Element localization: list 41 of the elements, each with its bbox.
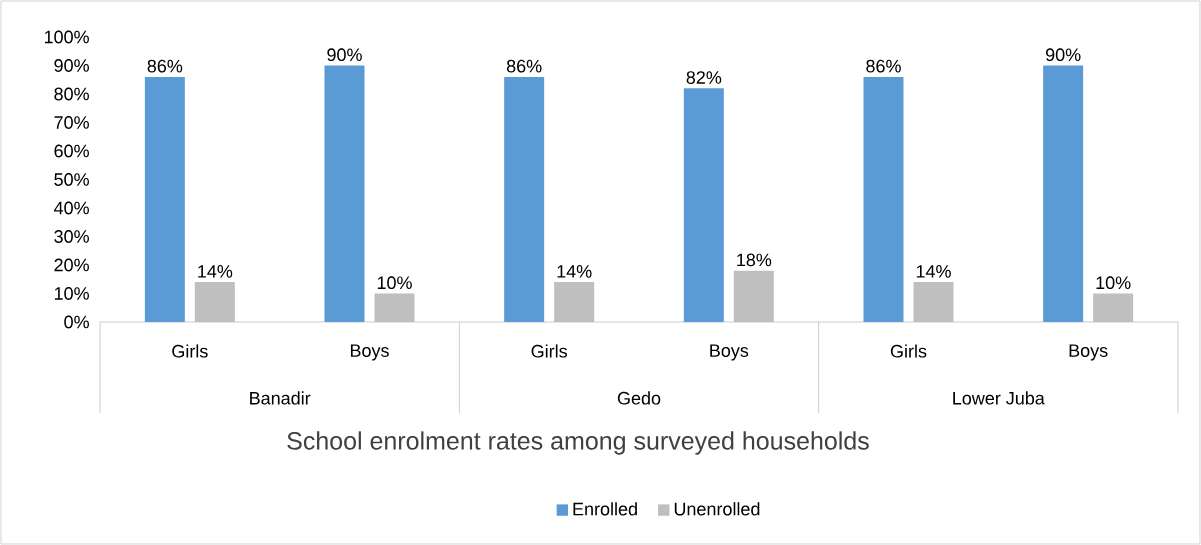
y-tick-label: 90%: [54, 59, 89, 72]
bar: [1043, 65, 1084, 322]
data-label: 90%: [1045, 48, 1081, 62]
text: Banadir: [250, 391, 311, 405]
y-tick-label: 70%: [54, 116, 89, 129]
y-tick-label: 50%: [54, 173, 89, 186]
data-label: 14%: [916, 265, 951, 278]
x-tick-label: Girls: [172, 344, 208, 358]
x-tick-label: Boys: [350, 344, 389, 361]
data-label: 86%: [506, 59, 542, 73]
data-label: 86%: [147, 59, 183, 73]
y-tick-label: 100%: [44, 30, 89, 44]
x-tick-label: Boys: [710, 344, 749, 361]
y-tick-label: 40%: [53, 201, 89, 215]
data-label: 18%: [737, 253, 772, 267]
x-tick-label: Girls: [531, 344, 567, 358]
text: School enrolment rates among surveyed households: [287, 431, 869, 455]
bar: [504, 76, 545, 322]
bar: [324, 65, 365, 322]
data-label: 86%: [866, 59, 901, 73]
y-tick-label: 10%: [54, 287, 89, 300]
y-tick-label: 0%: [64, 315, 89, 329]
legend-label: Enrolled: [573, 502, 637, 516]
x-tick-label: Girls: [890, 344, 927, 358]
data-label: 90%: [327, 48, 362, 62]
legend-label: Unenrolled: [674, 502, 760, 516]
text: Lower Juba: [953, 391, 1045, 405]
text: Gedo: [617, 391, 661, 405]
bar: [144, 76, 185, 322]
y-tick-label: 30%: [54, 230, 89, 243]
bar: [863, 76, 904, 322]
data-label: 10%: [377, 276, 412, 290]
data-label: 14%: [557, 265, 592, 278]
y-tick-label: 60%: [54, 144, 89, 158]
data-label: 82%: [686, 71, 722, 84]
y-tick-label: 20%: [54, 258, 89, 272]
bar: [683, 88, 724, 322]
y-tick-label: 80%: [54, 87, 89, 101]
x-tick-label: Boys: [1069, 344, 1108, 361]
data-label: 10%: [1096, 276, 1131, 290]
data-label: 14%: [198, 265, 233, 278]
